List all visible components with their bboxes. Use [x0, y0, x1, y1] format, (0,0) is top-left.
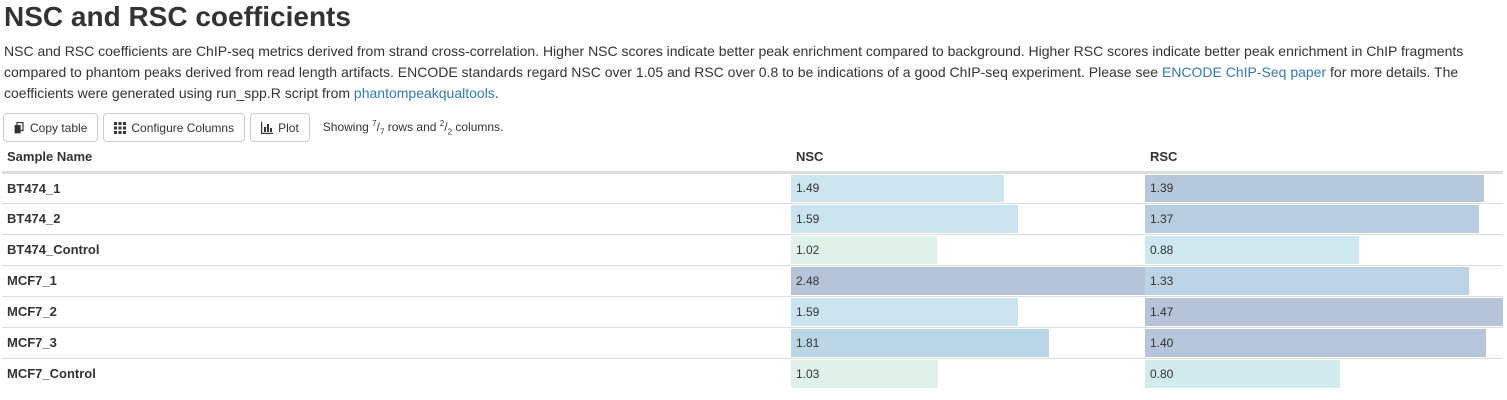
- description-text-1: NSC and RSC coefficients are ChIP-seq me…: [4, 43, 1464, 80]
- description-text-2: for more details. The coefficients were …: [4, 64, 1459, 101]
- nsc-bar: [791, 297, 1018, 326]
- nsc-value: 1.03: [796, 366, 820, 381]
- table-header-row: Sample Name NSC RSC: [2, 143, 1503, 174]
- sample-name-cell: BT474_1: [2, 171, 791, 203]
- copy-table-button[interactable]: Copy table: [3, 113, 99, 142]
- cols-shown: 2: [439, 118, 445, 128]
- rsc-cell: 1.37: [1145, 202, 1503, 234]
- nsc-cell: 1.03: [791, 357, 1145, 389]
- rsc-value: 0.88: [1150, 242, 1174, 257]
- sample-name-cell: MCF7_Control: [2, 357, 791, 389]
- nsc-cell: 2.48: [791, 264, 1145, 296]
- rows-total: 7: [379, 127, 385, 137]
- showing-info: Showing 7/7 rows and 2/2 columns.: [322, 118, 504, 137]
- plot-button[interactable]: Plot: [250, 113, 310, 142]
- table-row: BT474_1 1.49 1.39: [2, 171, 1503, 203]
- rsc-bar: [1145, 328, 1486, 357]
- grid-icon: [114, 121, 127, 134]
- phantompeakqualtools-link[interactable]: phantompeakqualtools: [353, 85, 495, 101]
- rows-shown: 7: [372, 118, 377, 128]
- rsc-cell: 1.40: [1145, 326, 1503, 358]
- rsc-value: 1.37: [1150, 211, 1174, 226]
- nsc-value: 2.48: [796, 273, 820, 288]
- plot-label: Plot: [278, 120, 299, 135]
- cols-total: 2: [447, 127, 453, 137]
- rsc-value: 1.40: [1150, 335, 1174, 350]
- description-text-3: .: [494, 85, 499, 101]
- rsc-cell: 0.88: [1145, 233, 1503, 265]
- rsc-value: 1.39: [1150, 181, 1174, 195]
- configure-columns-button[interactable]: Configure Columns: [103, 113, 246, 142]
- description: NSC and RSC coefficients are ChIP-seq me…: [4, 41, 1499, 104]
- cols-suffix: columns.: [452, 119, 504, 134]
- sample-name-cell: MCF7_3: [2, 326, 791, 358]
- encode-paper-link[interactable]: ENCODE ChIP-Seq paper: [1161, 64, 1327, 80]
- sample-name-cell: BT474_2: [2, 202, 791, 234]
- nsc-cell: 1.49: [791, 171, 1145, 203]
- nsc-cell: 1.59: [791, 202, 1145, 234]
- toolbar: Copy table Configure Columns Plot Showin…: [3, 112, 503, 143]
- rsc-bar: [1145, 174, 1484, 202]
- showing-prefix: Showing: [322, 119, 373, 134]
- bar-chart-icon: [261, 121, 274, 134]
- rsc-bar: [1145, 235, 1360, 264]
- rows-suffix: rows and: [384, 119, 440, 134]
- table-row: MCF7_2 1.59 1.47: [2, 295, 1503, 327]
- nsc-bar: [791, 174, 1004, 202]
- nsc-value: 1.81: [796, 335, 820, 350]
- configure-columns-label: Configure Columns: [131, 120, 235, 135]
- nsc-bar: [791, 266, 1145, 295]
- nsc-bar: [791, 235, 937, 264]
- rsc-value: 0.80: [1150, 366, 1174, 381]
- page-title: NSC and RSC coefficients: [4, 1, 351, 32]
- copy-icon: [14, 121, 25, 134]
- sample-name-cell: MCF7_1: [2, 264, 791, 296]
- sample-name-cell: MCF7_2: [2, 295, 791, 327]
- nsc-value: 1.49: [796, 181, 820, 195]
- rsc-bar: [1145, 266, 1469, 295]
- rsc-cell: 1.33: [1145, 264, 1503, 296]
- nsc-cell: 1.02: [791, 233, 1145, 265]
- table-row: MCF7_Control 1.03 0.80: [2, 357, 1503, 389]
- table-row: MCF7_1 2.48 1.33: [2, 264, 1503, 296]
- nsc-cell: 1.59: [791, 295, 1145, 327]
- rsc-bar: [1145, 297, 1503, 326]
- rsc-bar: [1145, 359, 1340, 388]
- table-row: BT474_Control 1.02 0.88: [2, 233, 1503, 265]
- nsc-value: 1.59: [796, 211, 820, 226]
- nsc-bar: [791, 328, 1050, 357]
- nsc-bar: [791, 359, 939, 388]
- nsc-cell: 1.81: [791, 326, 1145, 358]
- table-row: BT474_2 1.59 1.37: [2, 202, 1503, 234]
- copy-table-label: Copy table: [30, 120, 88, 135]
- sample-name-cell: BT474_Control: [2, 233, 791, 265]
- coefficients-table: Sample Name NSC RSC BT474_1 1.49 1.39 BT474…: [2, 143, 1503, 389]
- header-sample-name[interactable]: Sample Name: [2, 143, 791, 174]
- rsc-cell: 1.39: [1145, 171, 1503, 203]
- nsc-value: 1.59: [796, 304, 820, 319]
- rsc-bar: [1145, 204, 1479, 233]
- rsc-value: 1.33: [1150, 273, 1174, 288]
- table-row: MCF7_3 1.81 1.40: [2, 326, 1503, 358]
- rsc-cell: 0.80: [1145, 357, 1503, 389]
- rsc-value: 1.47: [1150, 304, 1174, 319]
- header-nsc[interactable]: NSC: [791, 143, 1145, 174]
- nsc-value: 1.02: [796, 242, 820, 257]
- header-rsc[interactable]: RSC: [1145, 143, 1503, 174]
- nsc-bar: [791, 204, 1018, 233]
- rsc-cell: 1.47: [1145, 295, 1503, 327]
